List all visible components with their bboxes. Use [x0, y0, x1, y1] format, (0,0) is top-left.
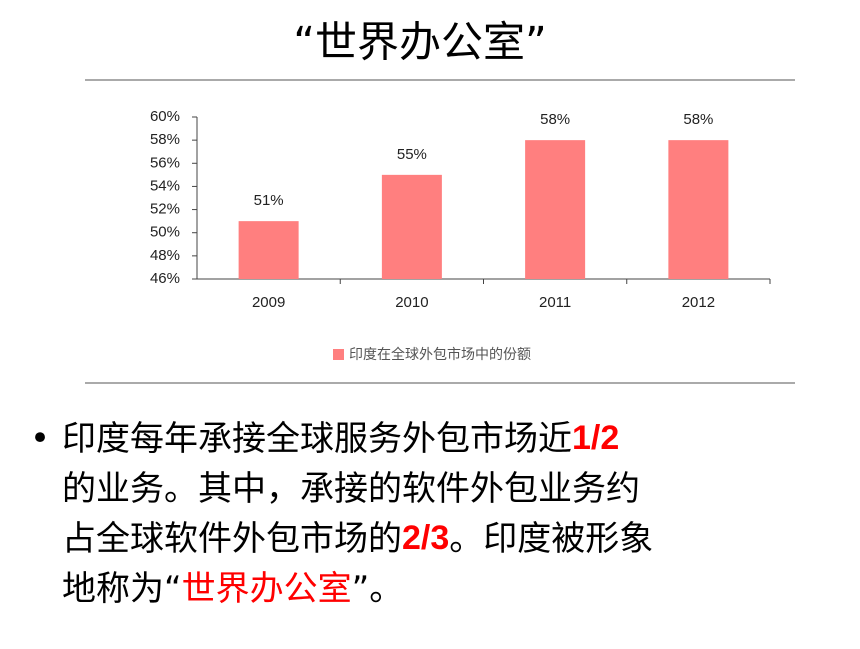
- y-tick-label: 58%: [150, 131, 180, 148]
- y-tick-label: 46%: [150, 270, 180, 287]
- bullet-line: 占全球软件外包市场的2/3。印度被形象: [62, 519, 653, 559]
- value-label: 58%: [540, 111, 570, 128]
- bar: [238, 221, 299, 279]
- y-tick-label: 60%: [150, 108, 180, 125]
- highlight-text: 1/2: [572, 419, 619, 457]
- y-tick-label: 56%: [150, 154, 180, 171]
- highlight-text: 世界办公室: [182, 569, 352, 609]
- text-span: ”。: [352, 569, 404, 609]
- bullet-marker: •: [30, 419, 50, 459]
- value-label: 58%: [683, 111, 713, 128]
- y-tick-label: 48%: [150, 247, 180, 264]
- bar: [381, 174, 442, 279]
- value-label: 51%: [254, 192, 284, 209]
- bullet-line: 地称为“世界办公室”。: [62, 569, 403, 609]
- text-span: 地称为“: [62, 569, 182, 609]
- x-tick-label: 2009: [252, 294, 285, 311]
- y-tick-label: 54%: [150, 177, 180, 194]
- value-label: 55%: [397, 146, 427, 163]
- x-tick-label: 2010: [395, 294, 428, 311]
- bullet-line: 的业务。其中，承接的软件外包业务约: [62, 469, 640, 509]
- y-tick-label: 52%: [150, 201, 180, 218]
- x-tick-label: 2011: [539, 294, 571, 311]
- text-span: 印度每年承接全球服务外包市场近: [62, 419, 572, 459]
- y-tick-label: 50%: [150, 224, 180, 241]
- legend-label: 印度在全球外包市场中的份额: [349, 346, 531, 363]
- slide-title: “世界办公室”: [293, 18, 547, 67]
- bar: [668, 140, 729, 279]
- text-span: 占全球软件外包市场的: [62, 519, 402, 559]
- legend-swatch: [333, 349, 344, 360]
- highlight-text: 2/3: [402, 519, 449, 557]
- text-span: 。印度被形象: [449, 519, 653, 559]
- bullet-line: 印度每年承接全球服务外包市场近1/2: [62, 419, 619, 459]
- x-tick-label: 2012: [682, 294, 715, 311]
- bullet-text: 印度每年承接全球服务外包市场近1/2 的业务。其中，承接的软件外包业务约占全球软件…: [62, 419, 653, 609]
- chart: 46% 48% 50% 52% 54% 56% 58% 60% 2009 2010 2011 2012…: [150, 108, 771, 363]
- text-span: 的业务。其中，承接的软件外包业务约: [62, 469, 640, 509]
- bar: [525, 140, 586, 279]
